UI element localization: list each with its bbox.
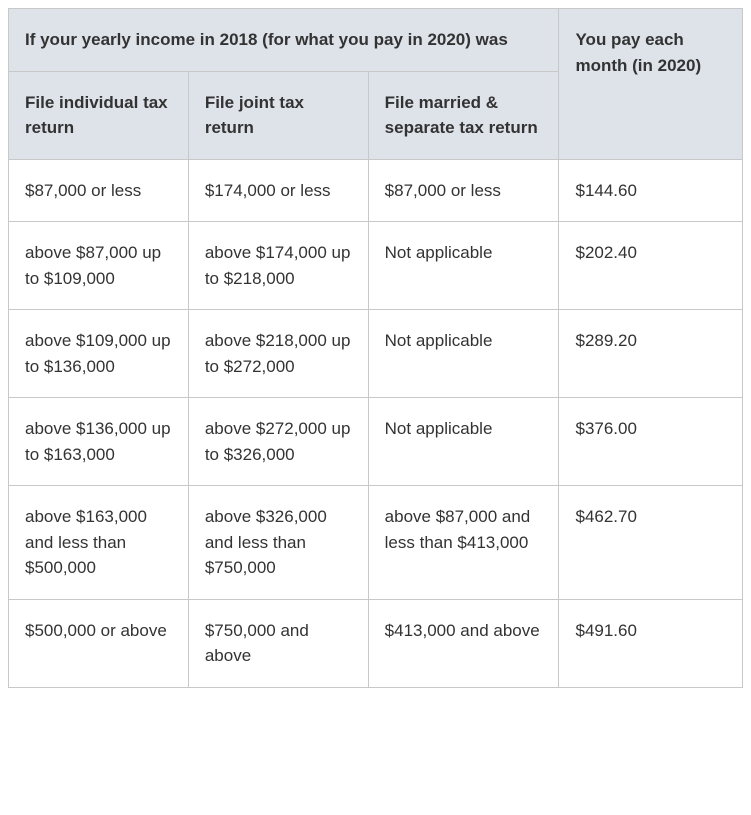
joint-cell: above $272,000 up to $326,000 <box>188 398 368 486</box>
joint-header: File joint tax return <box>188 71 368 159</box>
table-row: above $87,000 up to $109,000 above $174,… <box>9 222 743 310</box>
table-row: $500,000 or above $750,000 and above $41… <box>9 599 743 687</box>
pay-cell: $144.60 <box>559 159 743 222</box>
table-row: $87,000 or less $174,000 or less $87,000… <box>9 159 743 222</box>
table-header: If your yearly income in 2018 (for what … <box>9 9 743 160</box>
individual-header: File individual tax return <box>9 71 189 159</box>
married-separate-cell: Not applicable <box>368 222 559 310</box>
pay-header: You pay each month (in 2020) <box>559 9 743 160</box>
pay-cell: $289.20 <box>559 310 743 398</box>
married-separate-cell: Not applicable <box>368 398 559 486</box>
married-separate-cell: $87,000 or less <box>368 159 559 222</box>
pay-cell: $462.70 <box>559 486 743 600</box>
joint-cell: above $326,000 and less than $750,000 <box>188 486 368 600</box>
table-row: above $163,000 and less than $500,000 ab… <box>9 486 743 600</box>
married-separate-cell: $413,000 and above <box>368 599 559 687</box>
individual-cell: $87,000 or less <box>9 159 189 222</box>
joint-cell: $750,000 and above <box>188 599 368 687</box>
pay-cell: $202.40 <box>559 222 743 310</box>
married-separate-cell: Not applicable <box>368 310 559 398</box>
individual-cell: above $136,000 up to $163,000 <box>9 398 189 486</box>
joint-cell: above $174,000 up to $218,000 <box>188 222 368 310</box>
table-row: above $109,000 up to $136,000 above $218… <box>9 310 743 398</box>
table-body: $87,000 or less $174,000 or less $87,000… <box>9 159 743 687</box>
individual-cell: $500,000 or above <box>9 599 189 687</box>
income-premium-table: If your yearly income in 2018 (for what … <box>8 8 743 688</box>
table-header-row-1: If your yearly income in 2018 (for what … <box>9 9 743 72</box>
married-separate-header: File married & separate tax return <box>368 71 559 159</box>
pay-cell: $491.60 <box>559 599 743 687</box>
pay-cell: $376.00 <box>559 398 743 486</box>
individual-cell: above $163,000 and less than $500,000 <box>9 486 189 600</box>
individual-cell: above $87,000 up to $109,000 <box>9 222 189 310</box>
joint-cell: above $218,000 up to $272,000 <box>188 310 368 398</box>
income-span-header: If your yearly income in 2018 (for what … <box>9 9 559 72</box>
individual-cell: above $109,000 up to $136,000 <box>9 310 189 398</box>
table-row: above $136,000 up to $163,000 above $272… <box>9 398 743 486</box>
married-separate-cell: above $87,000 and less than $413,000 <box>368 486 559 600</box>
joint-cell: $174,000 or less <box>188 159 368 222</box>
